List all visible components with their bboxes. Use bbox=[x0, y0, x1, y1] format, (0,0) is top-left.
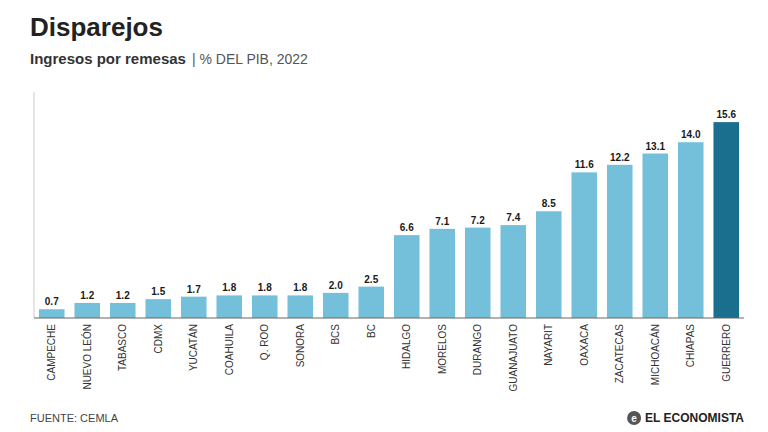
x-tick-label: BC bbox=[366, 324, 377, 338]
x-tick-label: CDMX bbox=[153, 324, 164, 354]
x-tick-label: DURANGO bbox=[472, 324, 483, 375]
x-tick-label: HIDALGO bbox=[401, 324, 412, 369]
x-tick-label: NUEVO LEÓN bbox=[81, 324, 93, 390]
data-label: 11.6 bbox=[575, 159, 594, 170]
bar bbox=[607, 165, 633, 318]
data-label: 7.4 bbox=[506, 212, 520, 223]
bar bbox=[216, 295, 242, 318]
x-tick-label: OAXACA bbox=[579, 324, 590, 366]
subtitle: Ingresos por remesas bbox=[30, 50, 186, 67]
x-tick-label: YUCATÁN bbox=[187, 324, 199, 371]
bar bbox=[287, 295, 313, 318]
x-tick-label: TABASCO bbox=[117, 324, 128, 371]
data-label: 13.1 bbox=[646, 141, 666, 152]
x-tick-label: Q. ROO bbox=[259, 324, 270, 360]
x-tick-label: GUANAJUATO bbox=[508, 324, 519, 392]
x-tick-label: BCS bbox=[330, 324, 341, 345]
x-tick-label: NAYARIT bbox=[543, 324, 554, 366]
data-label: 8.5 bbox=[542, 198, 556, 209]
bar bbox=[358, 287, 384, 318]
bar bbox=[394, 235, 420, 318]
data-label: 14.0 bbox=[681, 129, 701, 140]
data-label: 15.6 bbox=[717, 109, 737, 120]
data-label: 7.1 bbox=[435, 216, 449, 227]
x-tick-label: CAMPECHE bbox=[46, 324, 57, 381]
bar bbox=[110, 303, 136, 318]
bar bbox=[429, 229, 455, 318]
x-tick-label: ZACATECAS bbox=[614, 324, 625, 384]
data-label: 1.8 bbox=[222, 282, 236, 293]
bar bbox=[74, 303, 100, 318]
data-label: 6.6 bbox=[400, 222, 414, 233]
data-label: 1.8 bbox=[258, 282, 272, 293]
bar bbox=[678, 142, 704, 318]
bar bbox=[39, 309, 65, 318]
x-tick-label: COAHUILA bbox=[224, 324, 235, 375]
bar bbox=[465, 228, 491, 318]
logo-glyph: e bbox=[631, 413, 637, 424]
bar bbox=[181, 297, 207, 318]
x-tick-label: MORELOS bbox=[437, 324, 448, 374]
data-label: 1.8 bbox=[293, 282, 307, 293]
bar bbox=[145, 299, 171, 318]
y-axis-line bbox=[34, 92, 35, 318]
data-label: 7.2 bbox=[471, 215, 485, 226]
bar bbox=[252, 295, 278, 318]
bar bbox=[536, 211, 562, 318]
x-tick-label: CHIAPAS bbox=[685, 324, 696, 367]
bar bbox=[323, 293, 349, 318]
data-label: 1.2 bbox=[80, 290, 94, 301]
logo-badge bbox=[627, 411, 641, 425]
source: FUENTE: CEMLA bbox=[30, 412, 119, 424]
subtitle-unit: | % DEL PIB, 2022 bbox=[192, 51, 308, 67]
data-label: 0.7 bbox=[45, 296, 59, 307]
x-tick-label: MICHOACÁN bbox=[649, 324, 661, 385]
data-label: 1.7 bbox=[187, 284, 201, 295]
x-tick-label: SONORA bbox=[295, 324, 306, 368]
chart: Disparejos Ingresos por remesas | % DEL PI… bbox=[0, 0, 768, 432]
logo-text: EL ECONOMISTA bbox=[645, 411, 744, 425]
bar bbox=[713, 122, 739, 318]
bar bbox=[571, 172, 597, 318]
bar bbox=[642, 154, 668, 318]
x-axis-line bbox=[34, 318, 744, 319]
data-label: 2.0 bbox=[329, 280, 343, 291]
data-label: 1.2 bbox=[116, 290, 130, 301]
data-label: 2.5 bbox=[364, 274, 378, 285]
title: Disparejos bbox=[30, 12, 163, 42]
x-tick-label: GUERRERO bbox=[721, 324, 732, 382]
bar bbox=[500, 225, 526, 318]
data-label: 1.5 bbox=[151, 286, 165, 297]
bars bbox=[39, 122, 739, 318]
data-label: 12.2 bbox=[610, 152, 630, 163]
